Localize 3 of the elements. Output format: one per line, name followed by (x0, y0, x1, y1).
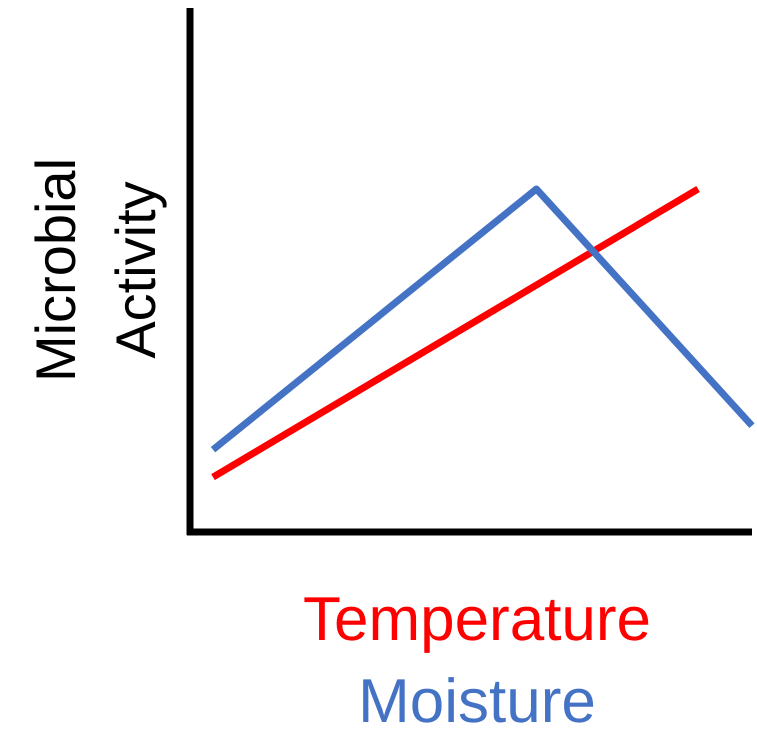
text: Moisture (358, 667, 596, 735)
text: Temperature (302, 585, 652, 654)
y-axis-title: Microbial Activity (24, 158, 167, 382)
